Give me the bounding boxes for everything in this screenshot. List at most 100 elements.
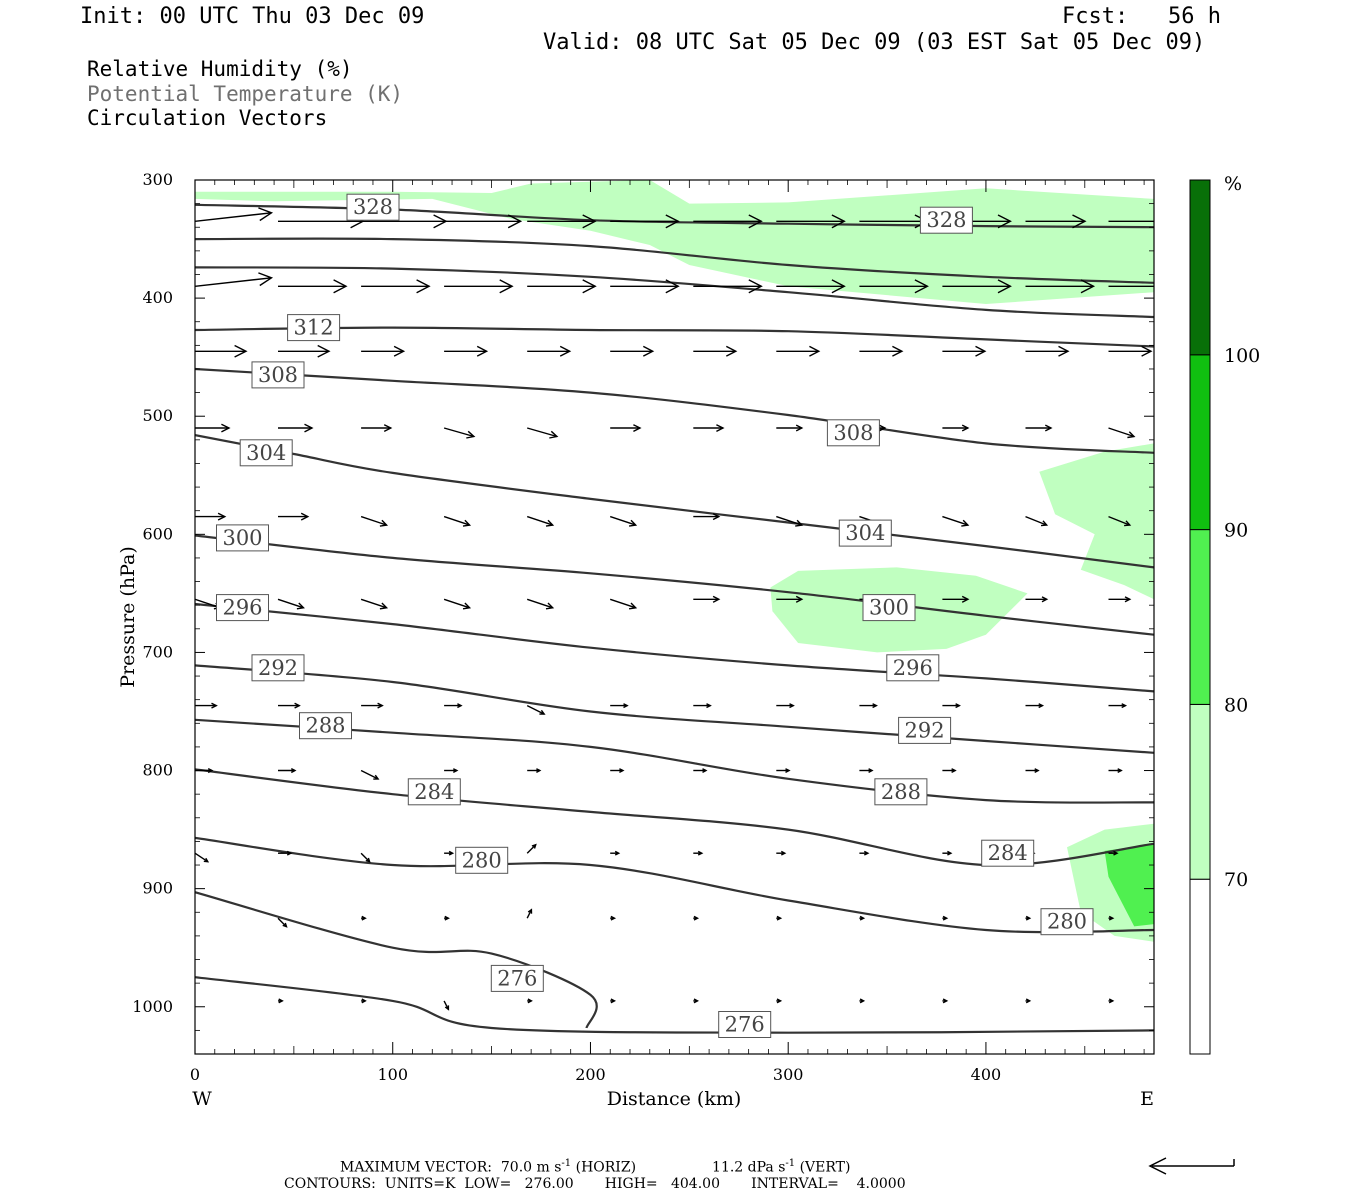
- vector-head: [258, 207, 274, 222]
- circulation-vector: [942, 595, 970, 603]
- vector-shaft: [277, 917, 287, 928]
- vector-head: [748, 279, 763, 294]
- circulation-vector: [277, 598, 305, 610]
- vector-head: [462, 602, 472, 610]
- circulation-vector: [776, 515, 804, 527]
- vector-head: [878, 424, 887, 432]
- contour-label-box: [886, 654, 940, 682]
- vector-head: [693, 915, 700, 921]
- circulation-vector: [527, 214, 597, 229]
- vector-head: [725, 345, 738, 357]
- vector-head: [582, 214, 597, 229]
- theta-contour-276: [195, 976, 1154, 1034]
- circulation-vector: [693, 998, 699, 1004]
- circulation-vector: [360, 852, 371, 863]
- vector-head: [809, 345, 821, 357]
- vector-head: [642, 345, 655, 357]
- vector-head: [361, 998, 367, 1004]
- contour-label-text: 292: [905, 718, 945, 742]
- circulation-vector: [443, 427, 476, 439]
- colorbar-segment: [1189, 354, 1211, 531]
- vector-head: [1025, 915, 1032, 921]
- y-axis-label: Pressure (hPa): [117, 546, 139, 688]
- circulation-vector: [361, 998, 367, 1004]
- vector-shaft: [1108, 515, 1131, 526]
- contour-label-box: [718, 1011, 772, 1038]
- contour-label-text: 276: [725, 1013, 765, 1037]
- circulation-vector: [859, 998, 866, 1004]
- y-tick-label: 800: [142, 761, 173, 780]
- vector-head: [393, 345, 406, 357]
- contour-label-box: [455, 846, 509, 874]
- contour-label-288: 288: [299, 712, 352, 740]
- circulation-vector: [527, 345, 572, 357]
- circulation-vector: [1025, 998, 1032, 1004]
- circulation-vector: [942, 424, 970, 432]
- circulation-vector: [278, 767, 297, 774]
- circulation-vector: [1025, 279, 1096, 294]
- vector-head: [383, 424, 393, 433]
- circulation-vector: [444, 915, 450, 921]
- vector-head: [545, 519, 555, 527]
- contour-label-box: [216, 594, 269, 622]
- contour-label-text: 304: [845, 521, 885, 545]
- vector-head: [304, 423, 314, 433]
- contour-label-text: 328: [353, 195, 393, 219]
- vector-head: [539, 709, 546, 715]
- vector-head: [942, 915, 949, 921]
- colorbar-level-label: 100: [1224, 345, 1260, 367]
- vector-shaft: [443, 427, 475, 438]
- vector-head: [1080, 279, 1096, 294]
- contour-label-292: 292: [251, 654, 305, 682]
- circulation-vector: [1108, 345, 1153, 357]
- circulation-vector: [1108, 768, 1123, 774]
- theta-contour-308: [195, 367, 1154, 454]
- vector-head: [444, 1005, 450, 1011]
- vector-head: [693, 998, 699, 1004]
- vector-head: [776, 998, 783, 1004]
- circulation-vector: [278, 279, 348, 294]
- contour-label-304: 304: [838, 519, 892, 547]
- circulation-vectors: [195, 207, 1154, 1011]
- vector-head: [1108, 998, 1115, 1004]
- contour-label-box: [407, 778, 461, 806]
- vector-shaft: [609, 515, 636, 526]
- y-tick-label: 600: [142, 524, 173, 543]
- circulation-vector: [859, 850, 870, 856]
- contour-label-box: [239, 439, 293, 467]
- vector-head: [211, 702, 218, 709]
- theta-contour-300: [195, 534, 1154, 636]
- vector-head: [831, 279, 846, 294]
- legend-vectors: Circulation Vectors: [87, 106, 328, 130]
- vector-head: [665, 214, 680, 229]
- contour-label-box: [919, 206, 973, 234]
- vector-head: [951, 768, 957, 774]
- x-tick-label: 0: [190, 1065, 200, 1084]
- vector-head: [748, 214, 763, 229]
- vector-head: [623, 703, 629, 709]
- circulation-vector: [361, 279, 431, 294]
- contour-label-276: 276: [718, 1011, 772, 1038]
- circulation-vector: [444, 214, 523, 229]
- contour-label-text: 292: [258, 656, 298, 680]
- vector-head: [217, 512, 227, 521]
- contour-label-296: 296: [886, 654, 940, 682]
- circulation-vector: [278, 512, 310, 521]
- vector-head: [282, 922, 288, 928]
- vector-head: [619, 768, 625, 774]
- circulation-vector: [1025, 768, 1040, 774]
- contour-label-box: [216, 524, 269, 552]
- contour-labels: 328 328 312 308 308 304 304 300 300 296 296 292 292 2…: [216, 193, 1094, 1038]
- circulation-vector: [693, 703, 712, 709]
- max-vector-note: MAXIMUM VECTOR: 70.0 m s-1 (HORIZ) 11.2 d…: [340, 1158, 851, 1176]
- colorbar-segment: [1189, 878, 1211, 1055]
- circulation-vector: [526, 704, 546, 715]
- vector-head: [361, 915, 367, 921]
- circulation-vector: [278, 702, 301, 709]
- colorbar: 70 80 90 100: [1189, 179, 1260, 1055]
- vector-shaft: [360, 515, 387, 526]
- vector-head: [444, 915, 450, 921]
- vector-head: [712, 595, 721, 603]
- contour-label-box: [898, 716, 952, 744]
- vector-head: [527, 908, 533, 914]
